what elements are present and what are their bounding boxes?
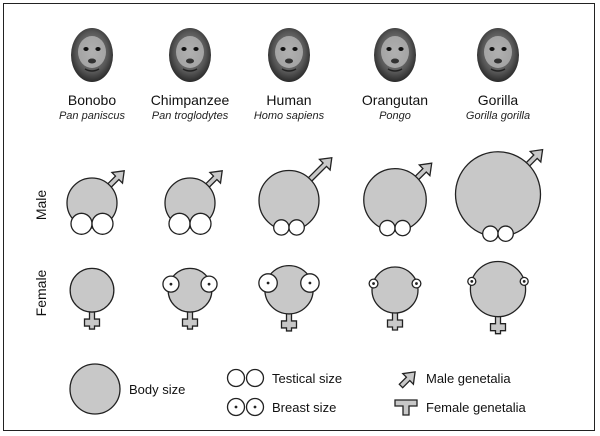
species-name-gorilla: Gorilla <box>478 92 519 108</box>
species-name-chimpanzee: Chimpanzee <box>151 92 230 108</box>
male-genitalia-arrow <box>413 162 433 182</box>
female-symbol-bonobo <box>69 267 115 330</box>
legend-body-size-label: Body size <box>129 382 185 397</box>
species-scientific-human: Homo sapiens <box>254 110 325 122</box>
testis-circle <box>394 219 411 237</box>
species-name-bonobo: Bonobo <box>68 92 116 108</box>
testis-circle <box>189 212 212 235</box>
legend-testis-icon <box>226 368 265 388</box>
nipple-dot <box>522 279 526 283</box>
legend-breast-size-label: Breast size <box>272 400 336 415</box>
testis-circle <box>273 219 290 236</box>
female-body-circle <box>371 266 419 314</box>
nipple-dot <box>207 282 211 286</box>
bonobo-face-icon <box>71 28 113 82</box>
nipple-dot <box>415 282 418 285</box>
nipple-dot <box>470 279 474 283</box>
female-body-circle <box>469 260 527 318</box>
nipple-dot <box>308 281 312 285</box>
testis-circle <box>168 212 191 235</box>
legend: Body size Testical size Breast size Male… <box>69 363 526 417</box>
male-genitalia-arrow-icon <box>398 371 416 389</box>
male-symbol-orangutan <box>363 162 433 237</box>
female-symbol-chimpanzee <box>162 267 218 330</box>
legend-body-size-icon <box>69 363 121 415</box>
species-scientific-bonobo: Pan paniscus <box>59 110 126 122</box>
female-genitalia-tee <box>489 315 507 335</box>
testis-circle <box>91 212 114 235</box>
testis-circle <box>70 212 93 235</box>
male-row-label: Male <box>33 190 49 221</box>
female-genitalia-tee <box>280 312 298 332</box>
male-symbol-bonobo <box>66 170 125 235</box>
male-row <box>66 148 544 242</box>
female-symbol-gorilla <box>467 260 529 335</box>
species-scientific-orangutan: Pongo <box>379 110 411 122</box>
male-body-circle <box>454 151 542 238</box>
male-genitalia-arrow <box>524 148 544 168</box>
male-symbol-gorilla <box>454 148 544 242</box>
female-genitalia-tee <box>386 311 404 331</box>
species-scientific-chimpanzee: Pan troglodytes <box>152 110 229 122</box>
female-body-circle <box>69 267 115 313</box>
nipple-dot <box>169 282 173 286</box>
figure-frame <box>3 3 595 431</box>
legend-male-genitalia-label: Male genetalia <box>426 371 511 386</box>
male-symbol-chimpanzee <box>164 170 223 235</box>
legend-breast-icon <box>226 397 265 417</box>
male-genitalia-arrow <box>204 170 223 189</box>
testis-circle <box>288 219 305 236</box>
legend-arrow-shape <box>398 371 416 389</box>
species-name-human: Human <box>266 92 311 108</box>
human-face-icon <box>268 28 310 82</box>
female-row <box>69 260 529 335</box>
species-scientific-gorilla: Gorilla gorilla <box>466 110 530 122</box>
male-symbol-human <box>258 156 333 236</box>
female-genitalia-icon <box>394 399 418 416</box>
female-genitalia-tee <box>181 310 199 330</box>
male-genitalia-arrow <box>106 170 125 189</box>
species-name-orangutan: Orangutan <box>362 92 428 108</box>
female-symbol-orangutan <box>368 266 422 331</box>
female-genitalia-tee <box>83 310 101 330</box>
testis-circle <box>379 219 396 237</box>
legend-testical-size-label: Testical size <box>272 371 342 386</box>
legend-female-genitalia-label: Female genetalia <box>426 400 526 415</box>
nipple-dot <box>266 281 270 285</box>
male-body-circle <box>258 169 320 232</box>
orangutan-face-icon <box>374 28 416 82</box>
male-body-circle <box>363 167 427 232</box>
testis-circle <box>482 225 499 242</box>
female-row-label: Female <box>33 269 49 316</box>
gorilla-face-icon <box>477 28 519 82</box>
chimpanzee-face-icon <box>169 28 211 82</box>
male-genitalia-arrow <box>306 156 333 183</box>
testis-circle <box>497 225 514 242</box>
female-symbol-human <box>258 264 320 332</box>
nipple-dot <box>372 282 375 285</box>
